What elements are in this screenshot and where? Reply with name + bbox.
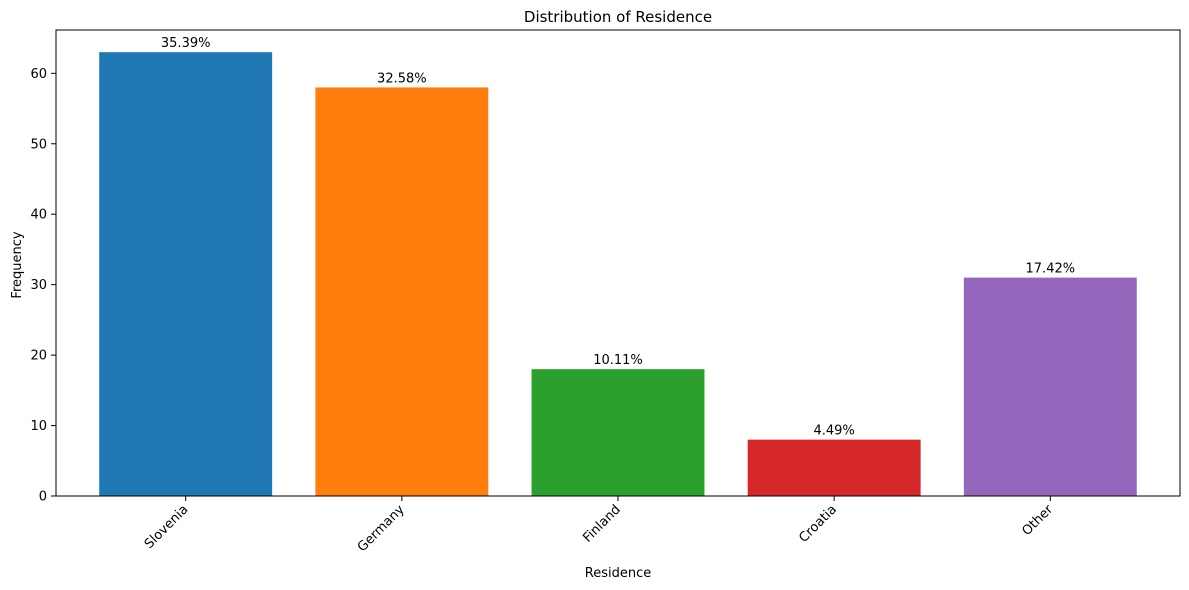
x-tick-label-croatia: Croatia [796, 502, 840, 546]
bar-other [963, 277, 1137, 496]
y-axis-label: Frequency [10, 231, 25, 298]
x-tick-label-other: Other [1019, 502, 1056, 539]
data-labels-group: 35.39% 32.58% 10.11% 4.49% 17.42% [161, 36, 1075, 438]
y-tick-label-60: 60 [30, 67, 47, 82]
y-axis: 0 10 20 30 40 50 60 [30, 67, 56, 505]
data-label-finland: 10.11% [593, 353, 643, 368]
y-tick-label-20: 20 [30, 349, 47, 364]
plot-frame [55, 29, 1181, 497]
y-tick-label-30: 30 [30, 278, 47, 293]
chart-title: Distribution of Residence [524, 8, 712, 26]
data-label-croatia: 4.49% [813, 424, 854, 439]
bar-finland [531, 369, 705, 496]
data-label-other: 17.42% [1026, 262, 1076, 277]
y-tick-label-50: 50 [30, 137, 47, 152]
x-tick-label-finland: Finland [580, 502, 623, 545]
x-axis-label: Residence [585, 566, 651, 581]
bar-slovenia [99, 52, 273, 496]
x-tick-label-slovenia: Slovenia [142, 502, 192, 552]
y-tick-label-0: 0 [39, 490, 47, 505]
x-tick-label-germany: Germany [355, 502, 408, 555]
bars-group [99, 52, 1137, 496]
y-tick-label-10: 10 [30, 419, 47, 434]
x-axis: Slovenia Germany Finland Croatia Other [142, 496, 1057, 555]
data-label-slovenia: 35.39% [161, 36, 211, 51]
y-tick-label-40: 40 [30, 208, 47, 223]
bar-croatia [747, 439, 921, 496]
data-label-germany: 32.58% [377, 71, 427, 86]
bar-germany [315, 87, 489, 496]
